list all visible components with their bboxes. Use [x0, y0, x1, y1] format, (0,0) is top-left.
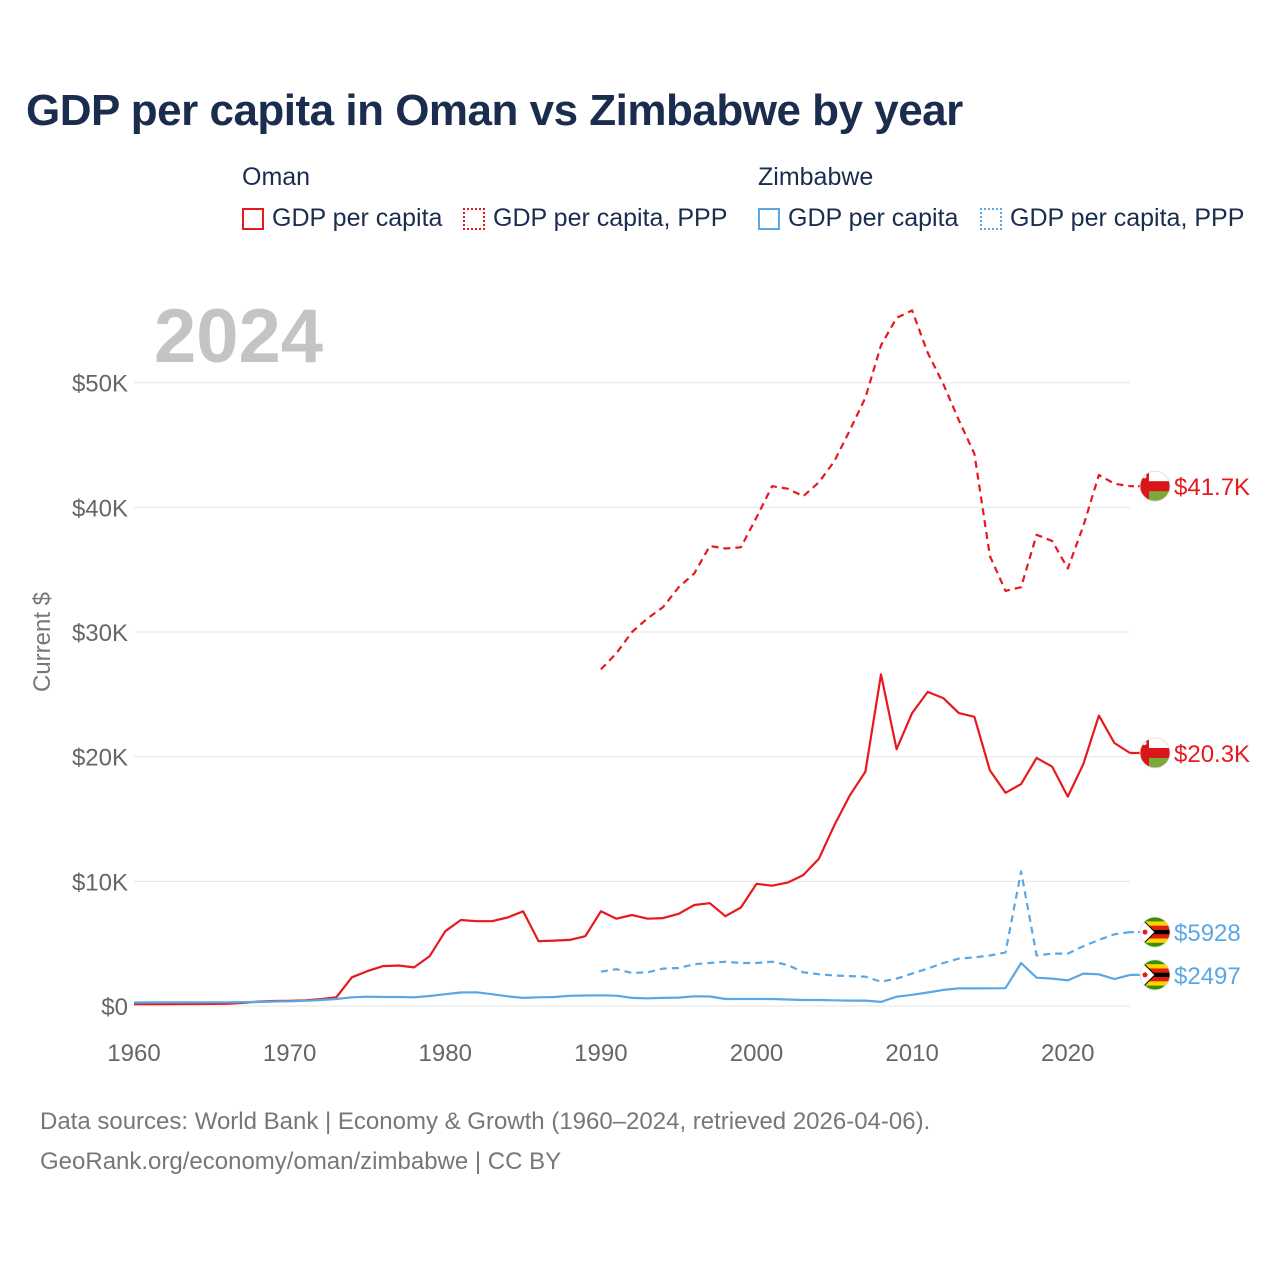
legend-label: GDP per capita, PPP — [493, 204, 728, 232]
footer-sources: Data sources: World Bank | Economy & Gro… — [40, 1108, 931, 1135]
y-axis-title: Current $ — [29, 592, 56, 692]
x-tick-label: 2000 — [730, 1040, 783, 1067]
legend-label: GDP per capita — [788, 204, 959, 232]
legend-swatch-solid-blue — [758, 207, 780, 230]
y-tick-label: $40K — [72, 495, 128, 522]
zimbabwe-flag-icon — [1139, 916, 1171, 948]
footer-attribution[interactable]: GeoRank.org/economy/oman/zimbabwe | CC B… — [40, 1148, 562, 1175]
series-line-oman-gdp-per-capita — [134, 673, 1131, 1006]
chart-title: GDP per capita in Oman vs Zimbabwe by ye… — [26, 86, 963, 135]
legend-item-zimbabwe-gdp[interactable]: GDP per capita — [758, 204, 958, 233]
legend-item-zimbabwe-ppp[interactable]: GDP per capita, PPP — [980, 204, 1244, 233]
series-line-zimbabwe-gdp-per-capita — [133, 961, 1131, 1004]
end-value-label: $20.3K — [1174, 741, 1250, 768]
end-value-label: $5928 — [1174, 920, 1241, 947]
x-axis-ticks: 1960 1970 1980 1990 2000 2010 2020 — [107, 1040, 1094, 1067]
y-axis-ticks: $0 $10K $20K $30K $40K $50K — [72, 371, 128, 1021]
y-tick-label: $30K — [72, 620, 128, 647]
oman-flag-icon — [1139, 737, 1171, 769]
legend-swatch-dotted-red — [463, 207, 485, 230]
end-value-label: $41.7K — [1174, 474, 1250, 501]
x-tick-label: 1970 — [263, 1040, 316, 1067]
x-tick-label: 1990 — [574, 1040, 627, 1067]
y-tick-label: $20K — [72, 745, 128, 772]
y-tick-label: $50K — [72, 371, 128, 398]
end-value-label: $2497 — [1174, 963, 1241, 990]
year-label: 2024 — [154, 294, 323, 379]
y-tick-label: $10K — [72, 869, 128, 896]
zimbabwe-flag-icon — [1139, 959, 1171, 991]
x-tick-label: 2020 — [1041, 1040, 1094, 1067]
legend-item-oman-gdp[interactable]: GDP per capita — [242, 204, 442, 233]
series-line-oman-gdp-per-capita-ppp — [600, 309, 1131, 671]
oman-flag-icon — [1139, 470, 1171, 502]
gridlines — [134, 382, 1130, 1007]
legend-label: GDP per capita, PPP — [1010, 204, 1245, 232]
legend-item-oman-ppp[interactable]: GDP per capita, PPP — [463, 204, 727, 233]
series-line-zimbabwe-gdp-per-capita-ppp — [600, 870, 1131, 983]
legend-swatch-solid-red — [242, 207, 264, 230]
legend-group-zimbabwe: Zimbabwe — [758, 163, 874, 191]
x-tick-label: 2010 — [885, 1040, 938, 1067]
x-tick-label: 1960 — [107, 1040, 160, 1067]
series-lines — [133, 309, 1131, 1006]
legend-swatch-dotted-blue — [980, 207, 1002, 230]
legend-group-oman: Oman — [242, 163, 311, 191]
y-tick-label: $0 — [101, 994, 128, 1021]
x-tick-label: 1980 — [419, 1040, 472, 1067]
legend-label: GDP per capita — [272, 204, 443, 232]
end-markers: $20.3K $41.7K $2497 $5928 — [1130, 470, 1250, 991]
